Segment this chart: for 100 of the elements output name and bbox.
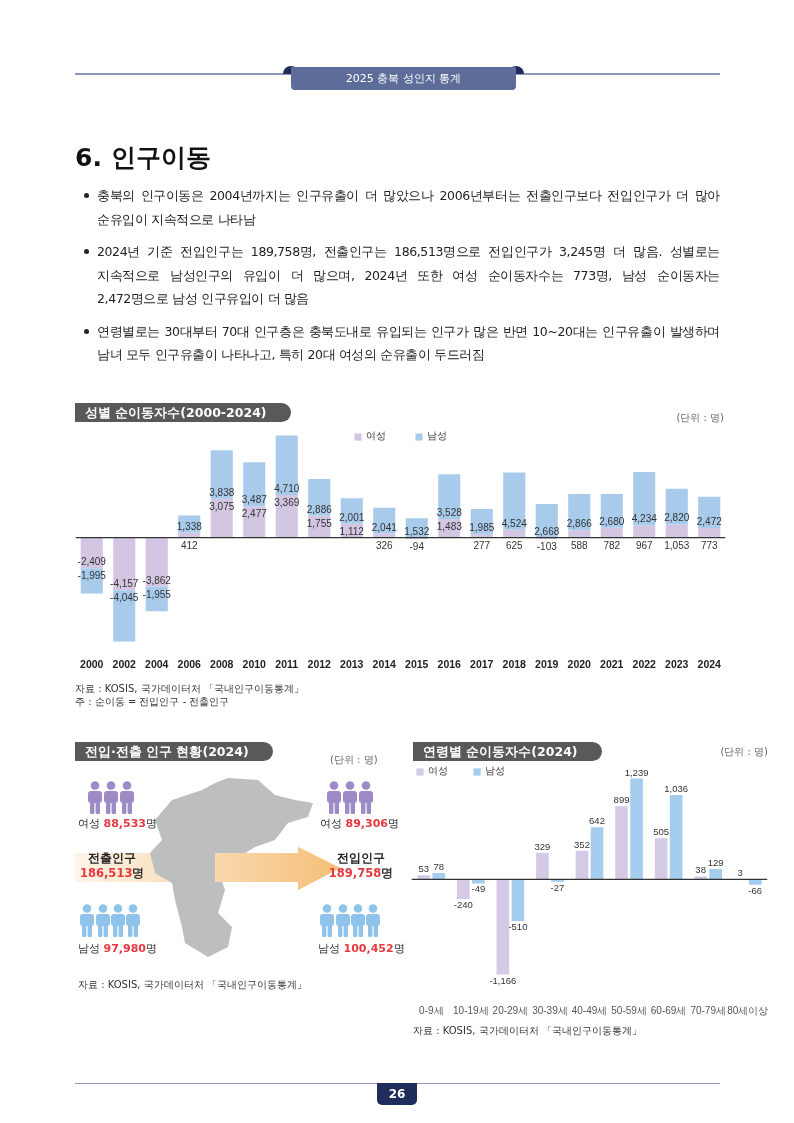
data-label: 505 bbox=[653, 826, 670, 838]
data-label: 899 bbox=[613, 794, 630, 806]
data-label: 1,112 bbox=[339, 525, 365, 537]
x-tick-label: 40-49세 bbox=[571, 1004, 608, 1016]
x-tick-label: 2023 bbox=[665, 657, 689, 670]
x-tick-label: 2016 bbox=[437, 657, 462, 670]
bar bbox=[669, 795, 683, 880]
x-tick-label: 20-29세 bbox=[492, 1004, 529, 1016]
x-tick-label: 2006 bbox=[177, 657, 202, 670]
data-label: 3,369 bbox=[274, 497, 300, 509]
data-label: 412 bbox=[180, 539, 199, 551]
text: 연령별로는 30대부터 70대 인구층은 충북도내로 유입되는 인구가 많은 반면 10~20대는 인구유출이 발생하며 남녀 모두 인구유출이 나타나고, 특히 20대 여성의 순유출이 두드러짐 bbox=[96, 322, 720, 364]
text: 충북의 인구이동은 2004년까지는 인구유출이 더 많았으나 2006년부터는 전출인구보다 전입인구가 더 많아 순유입이 지속적으로 나타남 bbox=[96, 187, 720, 229]
data-label: 3,487 bbox=[241, 494, 268, 506]
x-tick-label: 2012 bbox=[307, 657, 332, 670]
bar bbox=[748, 879, 762, 885]
data-label: 2,472 bbox=[696, 515, 723, 527]
data-label: 4,234 bbox=[631, 513, 658, 525]
data-label: 4,524 bbox=[501, 517, 528, 529]
data-label: -4,157 bbox=[110, 578, 139, 590]
data-label: 2,886 bbox=[306, 503, 333, 515]
text: 자료 : KOSIS, 국가데이터처 「국내인구이동통계」 bbox=[78, 978, 307, 992]
text: 남성 100,452명 bbox=[318, 941, 405, 957]
bar bbox=[600, 527, 623, 538]
text: 26 bbox=[377, 1083, 417, 1105]
x-tick-label: 2008 bbox=[210, 657, 234, 670]
data-label: 1,239 bbox=[624, 766, 649, 778]
text: 전출인구 186,513명 bbox=[80, 851, 145, 881]
text: 여성 88,533명 bbox=[78, 816, 157, 832]
text: 남성 97,980명 bbox=[78, 941, 157, 957]
data-label: -2,409 bbox=[77, 556, 107, 568]
data-label: 2,041 bbox=[371, 521, 398, 533]
x-tick-label: 60-69세 bbox=[650, 1004, 687, 1016]
data-label: 352 bbox=[574, 838, 590, 850]
chart-title: 연령별 순이동자수(2024) bbox=[413, 742, 602, 761]
data-label: 1,532 bbox=[404, 525, 430, 537]
x-tick-label: 2017 bbox=[470, 657, 494, 670]
chart-title: 성별 순이동자수(2000-2024) bbox=[75, 403, 291, 422]
bar bbox=[275, 435, 298, 496]
data-label: 329 bbox=[534, 840, 551, 852]
bar bbox=[568, 530, 591, 538]
data-label: 625 bbox=[505, 539, 524, 551]
x-tick-label: 2019 bbox=[535, 657, 559, 670]
data-label: 1,053 bbox=[664, 539, 690, 551]
data-label: 53 bbox=[418, 863, 430, 875]
data-label: 129 bbox=[707, 856, 724, 868]
x-tick-label: 70-79세 bbox=[690, 1004, 726, 1016]
x-tick-label: 2018 bbox=[502, 657, 527, 670]
data-label: 3 bbox=[737, 867, 743, 879]
data-label: 2,680 bbox=[599, 515, 625, 527]
text: (단위 : 명) bbox=[676, 411, 724, 425]
data-label: 78 bbox=[433, 861, 445, 873]
bar bbox=[575, 850, 589, 880]
data-label: 4,710 bbox=[274, 483, 300, 495]
x-tick-label: 2013 bbox=[340, 657, 364, 670]
data-label: 3,528 bbox=[436, 506, 463, 518]
bar bbox=[590, 827, 604, 880]
data-label: 642 bbox=[589, 815, 605, 827]
data-label: 588 bbox=[570, 539, 589, 551]
data-label: -1,166 bbox=[489, 974, 517, 986]
x-tick-label: 2014 bbox=[372, 657, 397, 670]
data-label: 2,866 bbox=[566, 518, 593, 530]
x-tick-label: 2022 bbox=[632, 657, 657, 670]
data-label: -27 bbox=[550, 881, 565, 893]
data-label: 3,838 bbox=[209, 486, 235, 498]
legend-label: 남성 bbox=[485, 764, 505, 778]
x-tick-label: 0-9세 bbox=[419, 1004, 444, 1016]
bar bbox=[633, 525, 656, 538]
legend-label: 여성 bbox=[366, 429, 386, 443]
text: (단위 : 명) bbox=[330, 753, 378, 767]
x-tick-label: 80세이상 bbox=[727, 1004, 769, 1016]
x-tick-label: 50-59세 bbox=[611, 1004, 647, 1016]
data-label: 1,755 bbox=[306, 517, 333, 529]
bar bbox=[694, 876, 707, 880]
bar bbox=[551, 879, 564, 882]
text: 전입인구 189,758명 bbox=[328, 851, 394, 881]
data-label: -94 bbox=[409, 540, 425, 552]
x-tick-label: 10-19세 bbox=[453, 1004, 489, 1016]
data-label: -510 bbox=[508, 921, 528, 933]
text: 전입·전출 인구 현황(2024) bbox=[75, 742, 273, 761]
data-label: 782 bbox=[603, 539, 621, 551]
bar bbox=[709, 868, 723, 880]
data-label: 773 bbox=[700, 539, 719, 551]
data-label: -66 bbox=[748, 884, 763, 896]
x-tick-label: 2011 bbox=[275, 657, 299, 670]
text: (단위 : 명) bbox=[720, 745, 768, 759]
data-label: -240 bbox=[453, 899, 473, 911]
text: 여성 89,306명 bbox=[320, 816, 399, 832]
data-label: 38 bbox=[695, 864, 706, 876]
x-tick-label: 2024 bbox=[697, 657, 722, 670]
x-tick-label: 30-39세 bbox=[532, 1004, 568, 1016]
bar bbox=[511, 879, 525, 922]
legend-label: 여성 bbox=[428, 764, 448, 778]
data-label: 967 bbox=[635, 539, 654, 551]
data-label: 277 bbox=[473, 539, 491, 551]
x-tick-label: 2021 bbox=[600, 657, 624, 670]
data-label: 1,338 bbox=[176, 520, 203, 532]
data-label: 2,668 bbox=[534, 525, 560, 537]
bar bbox=[456, 879, 470, 900]
x-tick-label: 2002 bbox=[112, 657, 137, 670]
